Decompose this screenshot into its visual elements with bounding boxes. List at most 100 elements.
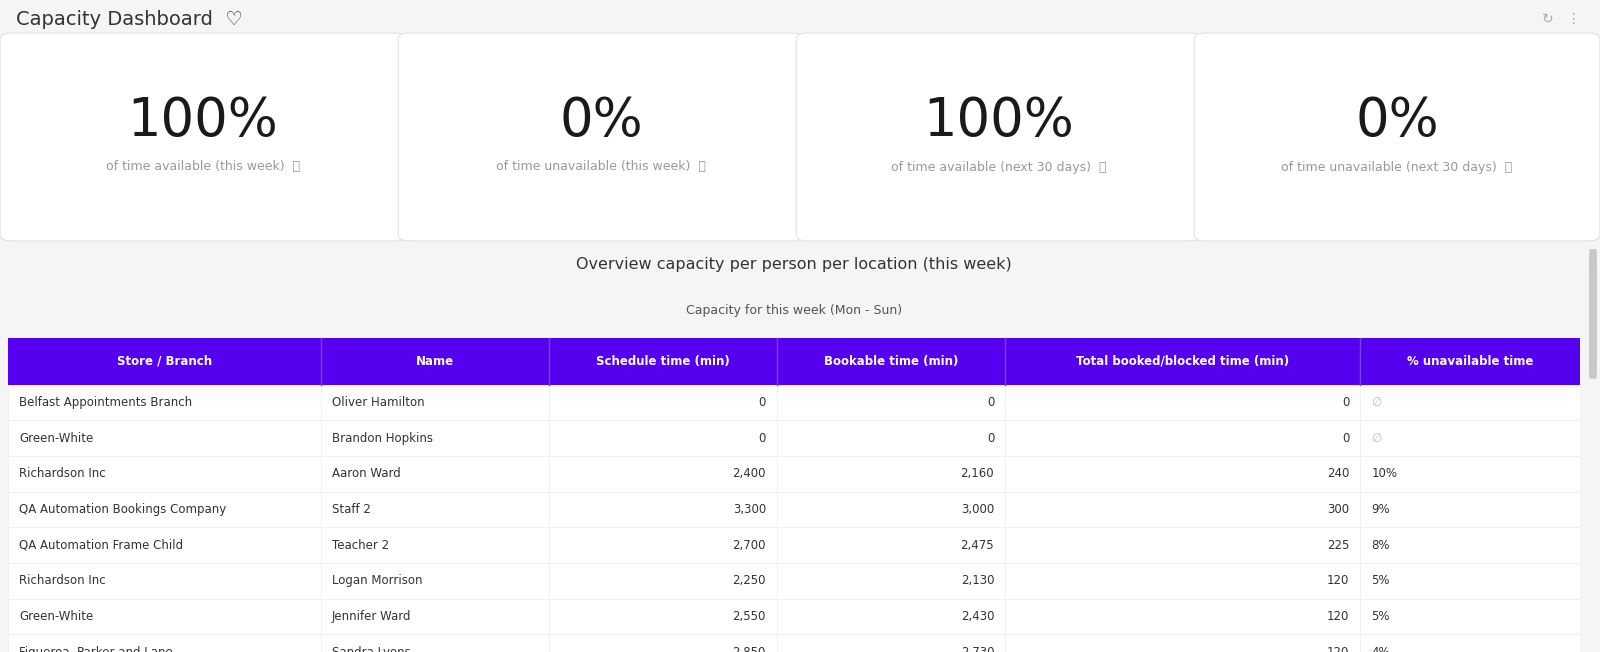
Text: of time available (next 30 days)  ⓘ: of time available (next 30 days) ⓘ (891, 160, 1107, 173)
Text: 120: 120 (1326, 645, 1349, 652)
Bar (778, 421, 1005, 456)
Text: 0: 0 (987, 396, 994, 409)
Text: 0: 0 (758, 432, 766, 445)
Bar (320, 634, 549, 652)
Bar (549, 456, 778, 492)
Text: 240: 240 (1326, 467, 1349, 481)
Bar (549, 338, 778, 385)
Bar (1005, 527, 1360, 563)
Bar (1360, 563, 1581, 599)
Bar (1360, 527, 1581, 563)
Text: % unavailable time: % unavailable time (1406, 355, 1533, 368)
Text: Teacher 2: Teacher 2 (331, 539, 389, 552)
Bar (8, 527, 320, 563)
FancyBboxPatch shape (398, 33, 803, 241)
Bar (320, 456, 549, 492)
Bar (778, 338, 1005, 385)
Text: Figueroa, Parker and Lane: Figueroa, Parker and Lane (19, 645, 173, 652)
Text: of time available (this week)  ⓘ: of time available (this week) ⓘ (106, 160, 301, 173)
Text: 4%: 4% (1371, 645, 1390, 652)
Text: 2,430: 2,430 (960, 610, 994, 623)
Bar (778, 385, 1005, 421)
Text: Green-White: Green-White (19, 610, 93, 623)
Text: ∅: ∅ (1371, 432, 1382, 445)
Text: 8%: 8% (1371, 539, 1390, 552)
Bar (8, 599, 320, 634)
Text: ↻   ⋮: ↻ ⋮ (1542, 12, 1581, 26)
Text: 0: 0 (1342, 432, 1349, 445)
Text: Green-White: Green-White (19, 432, 93, 445)
Bar (8, 421, 320, 456)
Text: 3,000: 3,000 (962, 503, 994, 516)
Bar (320, 385, 549, 421)
Text: Store / Branch: Store / Branch (117, 355, 211, 368)
Bar (1005, 338, 1360, 385)
Text: Name: Name (416, 355, 454, 368)
Text: 2,400: 2,400 (733, 467, 766, 481)
Text: Logan Morrison: Logan Morrison (331, 574, 422, 587)
FancyBboxPatch shape (1194, 33, 1600, 241)
Bar (1360, 599, 1581, 634)
Text: 0: 0 (758, 396, 766, 409)
Bar (320, 563, 549, 599)
Text: 0%: 0% (1355, 95, 1438, 147)
Text: Belfast Appointments Branch: Belfast Appointments Branch (19, 396, 192, 409)
Bar (1005, 492, 1360, 527)
Bar (778, 634, 1005, 652)
Bar (320, 421, 549, 456)
Text: Overview capacity per person per location (this week): Overview capacity per person per locatio… (576, 257, 1011, 272)
Bar (320, 599, 549, 634)
Text: 0: 0 (987, 432, 994, 445)
Bar (8, 385, 320, 421)
Text: 100%: 100% (128, 95, 278, 147)
Bar (320, 527, 549, 563)
Text: 2,160: 2,160 (960, 467, 994, 481)
Text: Total booked/blocked time (min): Total booked/blocked time (min) (1077, 355, 1290, 368)
Text: Bookable time (min): Bookable time (min) (824, 355, 958, 368)
Bar (778, 492, 1005, 527)
Bar (778, 599, 1005, 634)
Bar (778, 527, 1005, 563)
Text: 2,700: 2,700 (733, 539, 766, 552)
Bar (320, 492, 549, 527)
Text: 2,850: 2,850 (733, 645, 766, 652)
Bar (1005, 563, 1360, 599)
Bar (1360, 456, 1581, 492)
Bar (8, 634, 320, 652)
Bar (8, 563, 320, 599)
Bar (549, 634, 778, 652)
Text: Capacity for this week (Mon - Sun): Capacity for this week (Mon - Sun) (686, 304, 902, 317)
Text: 225: 225 (1326, 539, 1349, 552)
Bar (778, 456, 1005, 492)
Bar (8, 456, 320, 492)
Bar (1005, 385, 1360, 421)
Bar (1360, 421, 1581, 456)
Text: 2,475: 2,475 (960, 539, 994, 552)
Text: 0: 0 (1342, 396, 1349, 409)
Bar (549, 385, 778, 421)
Text: Richardson Inc: Richardson Inc (19, 467, 106, 481)
Text: Capacity Dashboard  ♡: Capacity Dashboard ♡ (16, 10, 243, 29)
Text: Schedule time (min): Schedule time (min) (597, 355, 730, 368)
Text: 0%: 0% (558, 95, 643, 147)
Text: 120: 120 (1326, 574, 1349, 587)
Text: 5%: 5% (1371, 610, 1390, 623)
Bar (778, 563, 1005, 599)
Text: Jennifer Ward: Jennifer Ward (331, 610, 411, 623)
Text: Staff 2: Staff 2 (331, 503, 371, 516)
Bar (320, 338, 549, 385)
FancyBboxPatch shape (797, 33, 1202, 241)
Bar (1005, 456, 1360, 492)
Text: Richardson Inc: Richardson Inc (19, 574, 106, 587)
Text: 10%: 10% (1371, 467, 1397, 481)
Bar (1005, 599, 1360, 634)
Text: Oliver Hamilton: Oliver Hamilton (331, 396, 424, 409)
FancyBboxPatch shape (0, 33, 406, 241)
Bar (549, 492, 778, 527)
Bar (549, 599, 778, 634)
Text: of time unavailable (this week)  ⓘ: of time unavailable (this week) ⓘ (496, 160, 706, 173)
FancyBboxPatch shape (1589, 249, 1597, 379)
Text: 2,130: 2,130 (960, 574, 994, 587)
Bar (549, 527, 778, 563)
Text: 300: 300 (1326, 503, 1349, 516)
